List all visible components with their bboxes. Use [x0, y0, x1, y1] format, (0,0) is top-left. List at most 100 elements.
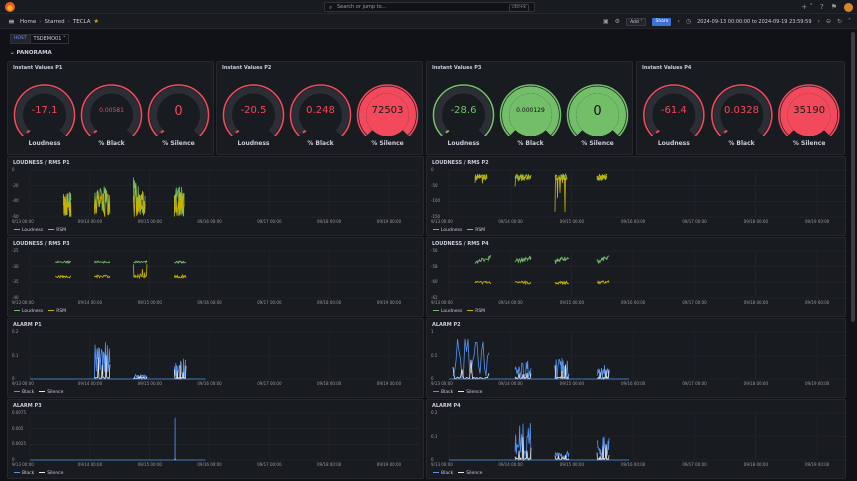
- breadcrumb-separator: ›: [67, 18, 70, 25]
- variable-host[interactable]: HOST TSDEMO01 ˅: [10, 34, 70, 44]
- share-button[interactable]: Share: [652, 17, 672, 26]
- x-tick-label: 09/16 00:00: [621, 462, 646, 467]
- timeseries-panel[interactable]: ALARM P3 0.0075 0.005 0.0025 0 9/13 00:00 09/1…: [7, 399, 424, 479]
- series-line-rsm: [94, 188, 111, 217]
- new-menu-icon[interactable]: + ˅: [801, 3, 813, 11]
- gauge-needle: [160, 129, 165, 134]
- series-line-rsm: [554, 173, 568, 213]
- gauge-track: [83, 86, 140, 136]
- series-line-rsm: [554, 280, 570, 286]
- x-tick-label: 9/13 00:00: [431, 300, 453, 305]
- legend-item[interactable]: RSM: [467, 309, 485, 314]
- gauge-needle: [93, 129, 98, 134]
- timeseries-panel[interactable]: LOUDNESS / RMS P3 -25 -30 -35 -40 9/13 00:00 0…: [7, 237, 424, 317]
- search-icon: ⌕: [329, 4, 333, 11]
- time-range-picker[interactable]: 2024-09-13 00:00:00 to 2024-09-19 23:59:…: [697, 18, 812, 25]
- timeseries-panel[interactable]: ALARM P4 0.2 0.1 0 9/13 00:00 09/14 00:00 09/1…: [426, 399, 849, 479]
- gauge-fill: [502, 86, 559, 136]
- legend-item[interactable]: RSM: [48, 228, 66, 233]
- add-button[interactable]: Add ˅: [626, 17, 647, 26]
- gauge-value: -17.1: [31, 105, 58, 116]
- timeseries-panel[interactable]: LOUDNESS / RMS P1 0 -20 -40 -60 9/13 00:00 09/…: [7, 156, 424, 236]
- y-tick-label: -40: [12, 295, 19, 300]
- panel-add-icon[interactable]: ▣: [603, 18, 609, 25]
- gauge-track: [150, 86, 207, 136]
- gauge-threshold-ring: [356, 84, 419, 136]
- timeseries-panel[interactable]: ALARM P2 1 0.5 0 9/13 00:00 09/14 00:00 09/15 …: [426, 318, 849, 398]
- avatar[interactable]: [844, 2, 853, 12]
- search-input[interactable]: ⌕ Search or jump to... ctrl+k: [324, 2, 535, 12]
- chart-legend: Loudness RSM: [14, 228, 66, 233]
- gauge: -28.6 Loudness: [430, 74, 497, 158]
- breadcrumb-home[interactable]: Home: [20, 18, 37, 25]
- instant-values-panel[interactable]: Instant Values P1 -17.1 Loudness 0.00581 % B…: [7, 61, 214, 155]
- legend-item[interactable]: Black: [433, 471, 453, 476]
- x-tick-label: 09/17 00:00: [257, 300, 282, 305]
- instant-values-panel[interactable]: Instant Values P2 -20.5 Loudness 0.248 % Bla…: [216, 61, 423, 155]
- time-next-icon[interactable]: ›: [817, 18, 820, 25]
- legend-item[interactable]: Silence: [458, 471, 482, 476]
- legend-item[interactable]: Black: [433, 390, 453, 395]
- legend-item[interactable]: Black: [14, 471, 34, 476]
- x-tick-label: 9/13 00:00: [431, 381, 453, 386]
- collapse-icon[interactable]: ˄: [848, 18, 851, 25]
- scrollbar[interactable]: [851, 32, 855, 322]
- legend-item[interactable]: RSM: [48, 309, 66, 314]
- settings-icon[interactable]: ⚙: [614, 18, 621, 25]
- breadcrumb-starred[interactable]: Starred: [44, 18, 65, 25]
- instant-values-panel[interactable]: Instant Values P4 -61.4 Loudness 0.0328 % Bl…: [636, 61, 845, 155]
- gauge-face: [509, 93, 552, 136]
- legend-item[interactable]: Loudness: [433, 228, 462, 233]
- legend-label: Loudness: [441, 228, 463, 233]
- legend-item[interactable]: Loudness: [433, 309, 462, 314]
- y-tick-label: -40: [12, 198, 19, 204]
- time-prev-icon[interactable]: ‹: [677, 18, 680, 25]
- menu-icon[interactable]: ≡: [8, 17, 15, 26]
- help-icon[interactable]: ?: [820, 3, 824, 11]
- panel-title: LOUDNESS / RMS P3: [13, 241, 70, 247]
- instant-values-panel[interactable]: Instant Values P3 -28.6 Loudness 0.000129 % …: [426, 61, 633, 155]
- y-tick-label: -20: [12, 182, 19, 188]
- grafana-logo-icon[interactable]: [5, 2, 15, 12]
- gauge-arc: [778, 84, 840, 136]
- x-tick-label: 9/13 00:00: [12, 381, 34, 386]
- gauge: 35190 % Silence: [775, 74, 843, 158]
- legend-item[interactable]: Silence: [458, 390, 482, 395]
- refresh-icon[interactable]: ↻: [836, 18, 842, 25]
- legend-item[interactable]: Silence: [39, 471, 63, 476]
- legend-item[interactable]: Loudness: [14, 309, 43, 314]
- gauge-value: -61.4: [660, 105, 687, 116]
- y-tick-label: -50: [431, 182, 438, 188]
- variable-select[interactable]: TSDEMO01 ˅: [30, 34, 70, 44]
- x-tick-label: 9/13 00:00: [12, 462, 34, 467]
- row-title[interactable]: ⌄ PANORAMA: [10, 50, 52, 56]
- gauge-value: -20.5: [240, 105, 267, 116]
- legend-item[interactable]: Silence: [39, 390, 63, 395]
- chart-plot: [448, 250, 849, 299]
- news-icon[interactable]: ⚑: [830, 3, 837, 11]
- legend-label: Black: [441, 471, 454, 476]
- timeseries-panel[interactable]: ALARM P1 0.2 0.1 0 9/13 00:00 09/14 00:00 09/1…: [7, 318, 424, 398]
- series-line-silence: [94, 355, 111, 380]
- series-line-loudness: [554, 256, 570, 264]
- chart-plot: [29, 412, 420, 461]
- star-icon[interactable]: ★: [93, 18, 99, 25]
- y-tick-label: 1: [431, 329, 434, 334]
- legend-item[interactable]: Black: [14, 390, 34, 395]
- zoom-out-icon[interactable]: ⊖: [825, 18, 831, 25]
- legend-item[interactable]: RSM: [467, 228, 485, 233]
- x-tick-label: 09/15 00:00: [137, 219, 162, 224]
- timeseries-panel[interactable]: LOUDNESS / RMS P4 -56 -58 -60 -62 9/13 00:00 0…: [426, 237, 849, 317]
- dashboard-navbar: ≡ Home › Starred › TECLA ★ ▣ ⚙ Add ˅ Sha…: [0, 14, 857, 29]
- x-tick-label: 09/15 00:00: [559, 300, 584, 305]
- series-line-rsm: [596, 173, 608, 181]
- legend-item[interactable]: Loudness: [14, 228, 43, 233]
- timeseries-panel[interactable]: LOUDNESS / RMS P2 0 -50 -100 -150 9/13 00:00 0…: [426, 156, 849, 236]
- search-placeholder: Search or jump to...: [337, 4, 387, 10]
- gauge-arc: [289, 84, 352, 136]
- gauge-track: [292, 86, 349, 136]
- gauge-label: % Silence: [371, 140, 404, 147]
- y-tick-label: 0: [431, 167, 434, 172]
- x-tick-label: 09/15 00:00: [559, 462, 584, 467]
- x-tick-label: 09/17 00:00: [682, 219, 707, 224]
